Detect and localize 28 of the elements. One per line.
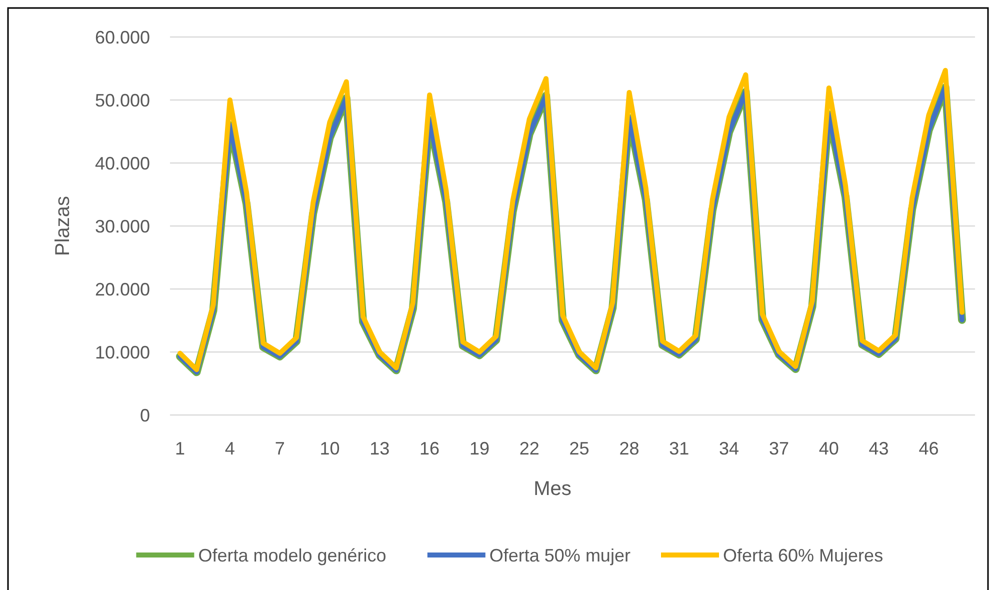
legend-label: Oferta modelo genérico [198,545,386,566]
y-tick-label: 50.000 [94,90,150,110]
x-tick-label: 25 [569,438,590,458]
y-tick-label: 0 [140,405,150,426]
y-axis-title: Plazas [52,196,74,256]
x-tick-label: 43 [868,438,889,458]
x-tick-label: 1 [174,438,186,458]
x-tick-label: 13 [370,438,390,458]
x-tick-label: 37 [768,438,789,458]
legend-label: Oferta 60% Mujeres [723,545,884,566]
x-tick-label: 16 [420,438,440,458]
x-tick-label: 19 [469,438,490,458]
x-tick-label: 7 [274,438,285,458]
x-tick-label: 22 [519,438,540,458]
x-tick-label: 46 [918,438,939,458]
x-axis-title: Mes [534,478,572,500]
y-tick-label: 10.000 [94,342,150,362]
y-tick-label: 40.000 [94,153,150,174]
x-tick-label: 4 [224,438,235,458]
x-tick-label: 28 [619,438,640,458]
y-tick-label: 30.000 [94,216,150,236]
y-tick-label: 20.000 [94,279,150,300]
x-tick-label: 34 [719,438,740,458]
x-tick-label: 40 [818,438,839,458]
x-tick-label: 31 [669,438,690,458]
legend-label: Oferta 50% mujer [489,545,630,566]
x-tick-label: 10 [320,438,340,458]
y-tick-label: 60.000 [94,27,150,48]
